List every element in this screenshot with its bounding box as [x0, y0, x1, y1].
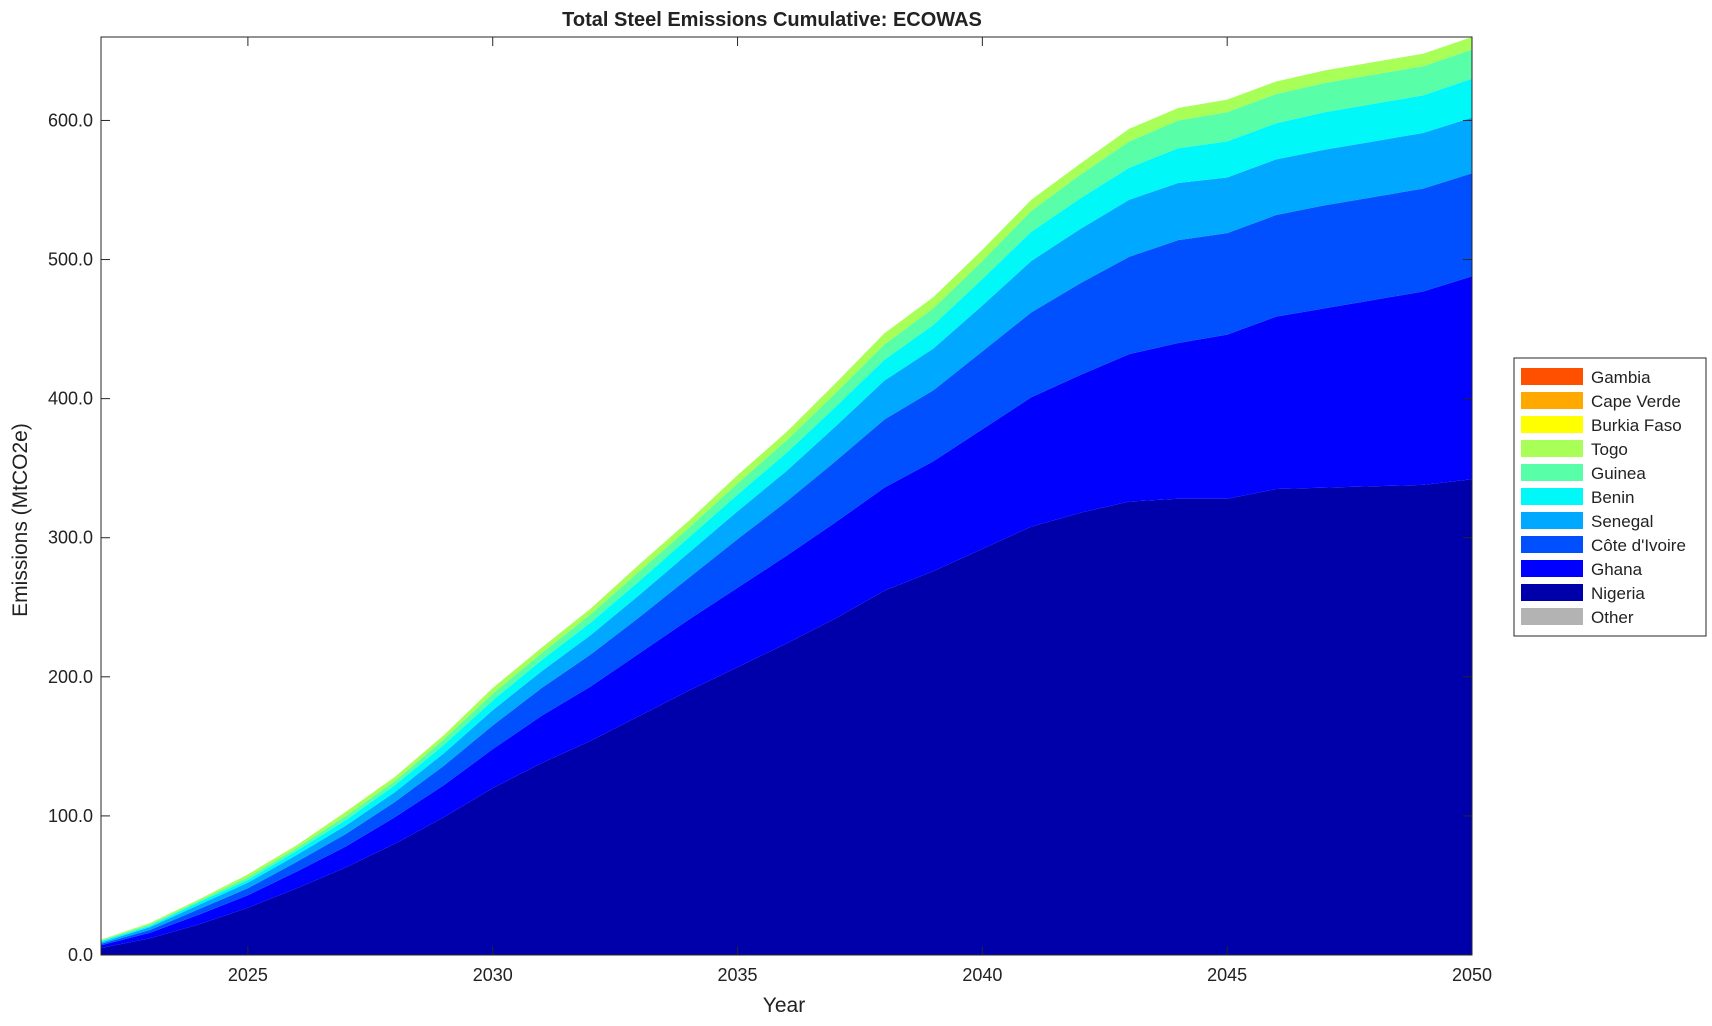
legend-item-benin: Benin [1521, 488, 1634, 507]
y-tick-label: 200.0 [48, 667, 93, 687]
legend-label: Cape Verde [1591, 392, 1681, 411]
x-axis-title: Year [763, 994, 805, 1017]
area-ghana [101, 276, 1472, 949]
legend-swatch [1521, 440, 1583, 457]
y-tick-label: 0.0 [68, 945, 93, 965]
area-nigeria [101, 479, 1472, 955]
legend-item-cote-d-ivoire: Côte d'Ivoire [1521, 536, 1686, 555]
legend-label: Guinea [1591, 464, 1646, 483]
legend-item-ghana: Ghana [1521, 560, 1643, 579]
legend-label: Togo [1591, 440, 1628, 459]
legend-swatch [1521, 416, 1583, 433]
legend-swatch [1521, 368, 1583, 385]
legend-item-other: Other [1521, 608, 1634, 627]
legend-swatch [1521, 488, 1583, 505]
area-cote-d-ivoire [101, 173, 1472, 946]
legend-label: Senegal [1591, 512, 1653, 531]
legend-label: Nigeria [1591, 584, 1645, 603]
legend-swatch [1521, 608, 1583, 625]
legend-label: Other [1591, 608, 1634, 627]
legend-item-guinea: Guinea [1521, 464, 1646, 483]
legend-item-cape-verde: Cape Verde [1521, 392, 1681, 411]
legend-swatch [1521, 512, 1583, 529]
chart-title: Total Steel Emissions Cumulative: ECOWAS [562, 9, 982, 31]
y-tick-label: 600.0 [48, 110, 93, 130]
legend-label: Gambia [1591, 368, 1651, 387]
legend-label: Benin [1591, 488, 1634, 507]
legend-item-gambia: Gambia [1521, 368, 1651, 387]
legend-swatch [1521, 536, 1583, 553]
legend-item-togo: Togo [1521, 440, 1628, 459]
y-axis-title: Emissions (MtCO2e) [9, 423, 32, 617]
legend-swatch [1521, 560, 1583, 577]
legend-item-burkia-faso: Burkia Faso [1521, 416, 1682, 435]
legend-label: Burkia Faso [1591, 416, 1682, 435]
legend-item-nigeria: Nigeria [1521, 584, 1645, 603]
legend-item-senegal: Senegal [1521, 512, 1653, 531]
legend-swatch [1521, 464, 1583, 481]
y-tick-label: 100.0 [48, 806, 93, 826]
x-tick-label: 2035 [718, 965, 758, 985]
legend-swatch [1521, 392, 1583, 409]
areas-layer [101, 37, 1472, 955]
x-tick-label: 2030 [473, 965, 513, 985]
x-tick-label: 2050 [1452, 965, 1492, 985]
legend: Gambia Cape Verde Burkia Faso Togo Guinea Ben… [1513, 357, 1707, 637]
y-tick-label: 400.0 [48, 389, 93, 409]
y-tick-label: 300.0 [48, 528, 93, 548]
legend-swatch [1521, 584, 1583, 601]
y-tick-label: 500.0 [48, 250, 93, 270]
plot-frame [100, 36, 1473, 956]
area-senegal [101, 117, 1472, 944]
x-tick-label: 2025 [228, 965, 268, 985]
legend-label: Ghana [1591, 560, 1643, 579]
axes-layer: 2025 2030 2035 2040 2045 2050 0.0 100.0 200.0 300… [48, 36, 1492, 985]
legend-label: Côte d'Ivoire [1591, 536, 1686, 555]
x-tick-label: 2045 [1207, 965, 1247, 985]
x-tick-label: 2040 [962, 965, 1002, 985]
